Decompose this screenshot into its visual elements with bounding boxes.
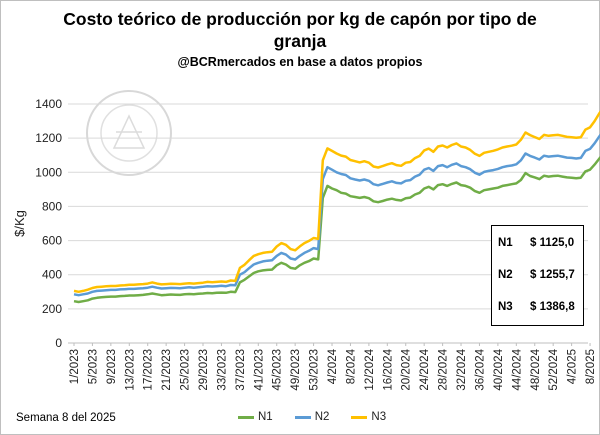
legend-label: N3 — [371, 411, 387, 423]
x-tick-label: 41/2023 — [253, 349, 265, 391]
legend-label: N1 — [258, 411, 273, 423]
legend-item-n1: N1 — [238, 411, 273, 423]
values-row-n2: N2 $ 1255,7 — [492, 266, 583, 286]
legend-item-n3: N3 — [351, 411, 386, 423]
series-line-n1 — [73, 155, 600, 304]
x-tick-label: 53/2023 — [309, 349, 321, 391]
chart-subtitle: @BCRmercados en base a datos propios — [177, 55, 423, 69]
x-tick-label: 9/2023 — [106, 349, 118, 384]
values-row-value: $ 1255,7 — [530, 269, 575, 281]
x-tick-label: 16/2024 — [382, 348, 394, 390]
legend-swatch — [294, 415, 311, 419]
x-tick-label: 49/2023 — [290, 349, 302, 391]
x-tick-label: 36/2024 — [474, 348, 486, 390]
y-tick-label: 0 — [55, 336, 62, 350]
series-line-n3 — [73, 110, 600, 294]
x-tick-label: 40/2024 — [493, 348, 505, 390]
y-tick-label: 200 — [42, 302, 62, 316]
x-tick-label: 24/2024 — [419, 348, 431, 390]
x-tick-label: 13/2023 — [124, 349, 136, 391]
legend-item-n2: N2 — [294, 411, 330, 423]
series-line-n2 — [73, 133, 600, 297]
x-tick-label: 44/2024 — [511, 348, 523, 390]
watermark-seal — [86, 90, 172, 176]
x-tick-label: 4/2025 — [567, 349, 579, 384]
legend-swatch — [238, 415, 254, 419]
values-row-n1: N1 $ 1125,0 — [492, 234, 583, 254]
y-tick-label: 400 — [42, 268, 62, 282]
x-tick-label: 25/2023 — [180, 349, 192, 391]
values-box: N1 $ 1125,0 N2 $ 1255,7 N3 $ 1386,8 — [491, 225, 584, 326]
legend-swatch — [351, 415, 368, 419]
values-row-label: N2 — [498, 269, 513, 281]
x-tick-label: 8/2025 — [585, 349, 597, 384]
x-tick-label: 37/2023 — [235, 349, 247, 391]
x-tick-label: 12/2024 — [364, 348, 376, 390]
x-tick-label: 52/2024 — [548, 348, 560, 390]
values-row-label: N3 — [498, 301, 513, 313]
y-axis-label: $/Kg — [12, 210, 27, 237]
x-tick-label: 33/2023 — [216, 349, 228, 391]
x-tick-label: 28/2024 — [438, 348, 450, 390]
values-row-label: N1 — [498, 237, 513, 249]
x-tick-label: 1/2023 — [69, 349, 81, 384]
y-tick-label: 1000 — [35, 165, 62, 179]
x-tick-label: 45/2023 — [272, 349, 284, 391]
values-row-value: $ 1386,8 — [530, 301, 575, 313]
values-row-value: $ 1125,0 — [530, 237, 575, 249]
y-tick-label: 1400 — [35, 97, 62, 111]
y-tick-label: 800 — [42, 199, 62, 213]
x-tick-label: 29/2023 — [198, 349, 210, 391]
footnote: Semana 8 del 2025 — [16, 412, 116, 424]
x-tick-label: 4/2024 — [327, 348, 339, 384]
x-tick-label: 8/2024 — [345, 348, 357, 384]
x-tick-label: 32/2024 — [456, 348, 468, 390]
x-tick-label: 48/2024 — [530, 348, 542, 390]
x-tick-label: 17/2023 — [143, 349, 155, 391]
x-tick-label: 20/2024 — [401, 348, 413, 390]
values-row-n3: N3 $ 1386,8 — [492, 298, 583, 318]
y-tick-label: 1200 — [35, 131, 62, 145]
x-tick-label: 5/2023 — [87, 349, 99, 384]
chart-legend: N1 N2 N3 — [238, 411, 386, 423]
y-tick-label: 600 — [42, 234, 62, 248]
legend-label: N2 — [314, 411, 330, 423]
x-tick-label: 21/2023 — [161, 349, 173, 391]
chart-title: Costo teórico de producción por kg de ca… — [63, 9, 537, 51]
